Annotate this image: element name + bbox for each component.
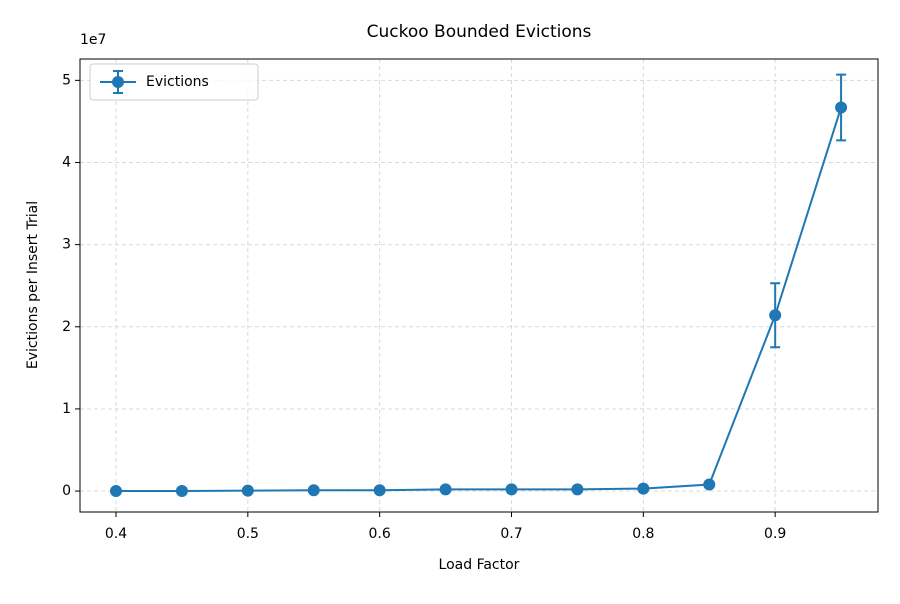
point [505, 483, 518, 496]
y-tick-label: 4 [62, 154, 71, 170]
y-tick-label: 3 [62, 237, 71, 253]
y-tick-label: 1 [62, 401, 71, 417]
y-tick-label: 2 [62, 319, 71, 335]
point [703, 478, 716, 491]
plot-frame [79, 58, 879, 513]
point [835, 101, 848, 114]
x-tick-label: 0.9 [764, 526, 786, 542]
point [307, 484, 320, 497]
point [175, 485, 188, 498]
legend-label: Evictions [146, 74, 209, 90]
x-tick-label: 0.5 [237, 526, 259, 542]
point [241, 484, 254, 497]
point [571, 483, 584, 496]
x-axis-label: Load Factor [439, 557, 520, 573]
x-tick-label: 0.7 [500, 526, 522, 542]
x-tick-label: 0.8 [632, 526, 654, 542]
y-axis-label: Evictions per Insert Trial [25, 201, 41, 369]
point [769, 309, 782, 322]
point [109, 485, 122, 498]
series-line [115, 107, 843, 493]
point [637, 482, 650, 495]
legend-box [89, 63, 259, 101]
x-tick-label: 0.4 [105, 526, 127, 542]
y-tick-label: 0 [62, 483, 71, 499]
y-tick-label: 5 [62, 72, 71, 88]
y-offset-label: 1e7 [80, 32, 106, 48]
x-tick-label: 0.6 [369, 526, 391, 542]
point [373, 484, 386, 497]
legend-marker [112, 76, 124, 88]
point [439, 483, 452, 496]
chart-title: Cuckoo Bounded Evictions [367, 22, 592, 42]
